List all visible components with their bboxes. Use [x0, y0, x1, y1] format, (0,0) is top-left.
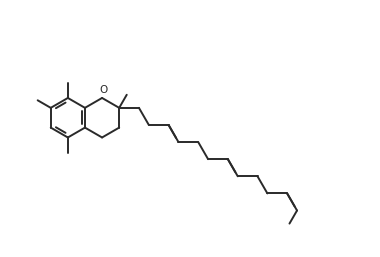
- Text: O: O: [100, 85, 108, 95]
